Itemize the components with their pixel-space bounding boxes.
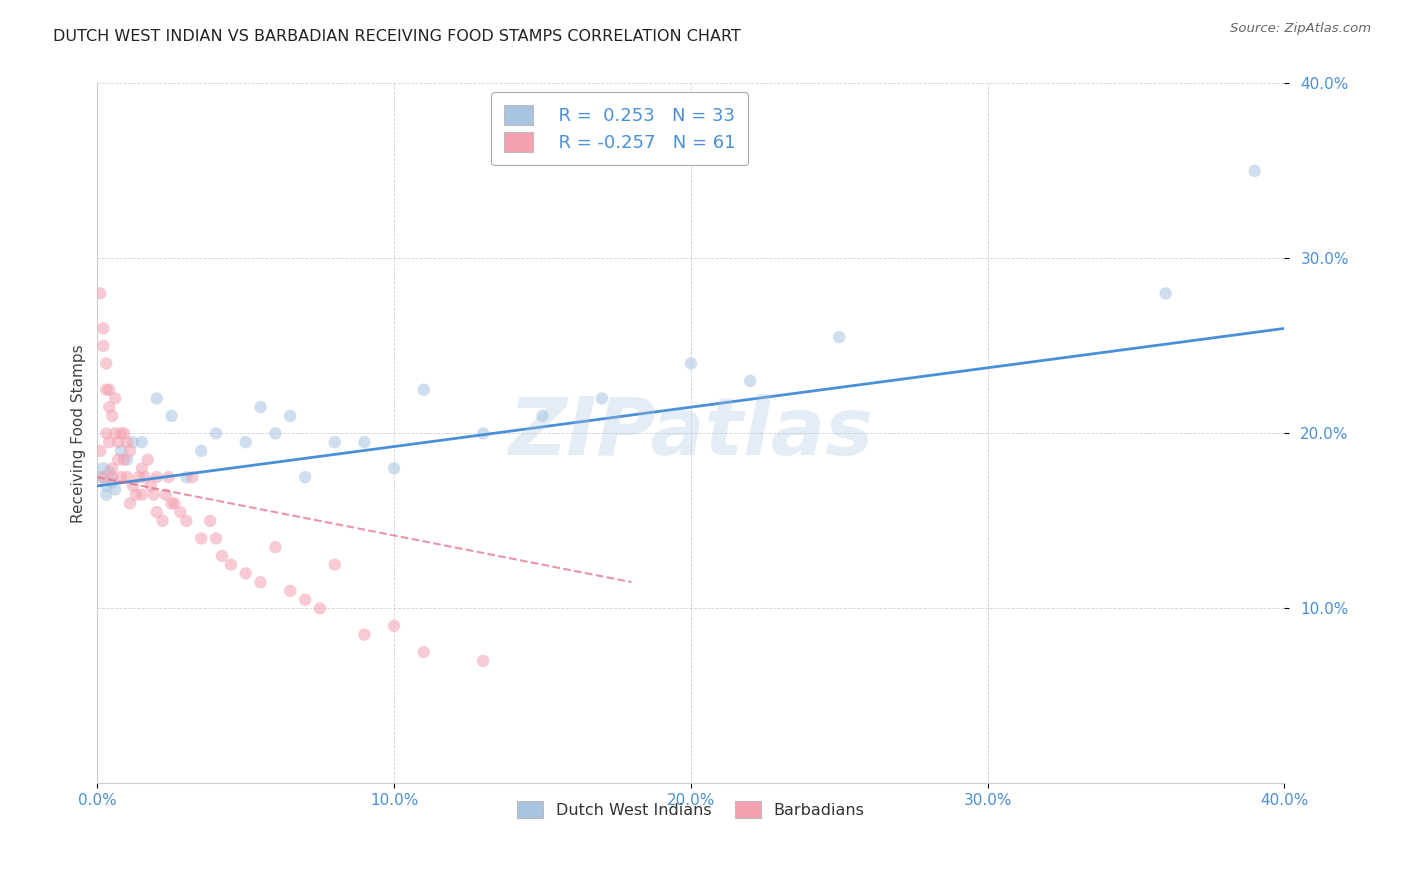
Point	[115, 435, 138, 450]
Point	[131, 461, 153, 475]
Point	[101, 409, 124, 423]
Point	[198, 514, 221, 528]
Point	[278, 409, 301, 423]
Point	[104, 426, 127, 441]
Point	[101, 470, 124, 484]
Point	[160, 409, 183, 423]
Point	[382, 461, 405, 475]
Point	[96, 479, 118, 493]
Legend: Dutch West Indians, Barbadians: Dutch West Indians, Barbadians	[510, 794, 870, 824]
Point	[531, 409, 554, 423]
Point	[145, 505, 167, 519]
Point	[118, 496, 141, 510]
Point	[91, 470, 114, 484]
Point	[353, 435, 375, 450]
Point	[98, 400, 121, 414]
Point	[205, 532, 228, 546]
Point	[91, 321, 114, 335]
Point	[96, 383, 118, 397]
Point	[264, 426, 287, 441]
Point	[181, 470, 204, 484]
Point	[176, 470, 198, 484]
Point	[98, 435, 121, 450]
Point	[472, 426, 495, 441]
Point	[160, 496, 183, 510]
Point	[110, 444, 132, 458]
Point	[112, 426, 135, 441]
Text: ZIPatlas: ZIPatlas	[509, 394, 873, 473]
Point	[278, 583, 301, 598]
Point	[249, 575, 271, 590]
Point	[382, 619, 405, 633]
Text: Source: ZipAtlas.com: Source: ZipAtlas.com	[1230, 22, 1371, 36]
Point	[101, 461, 124, 475]
Point	[740, 374, 762, 388]
Point	[115, 452, 138, 467]
Point	[101, 475, 124, 490]
Point	[169, 505, 191, 519]
Point	[1243, 164, 1265, 178]
Point	[145, 392, 167, 406]
Point	[122, 435, 145, 450]
Point	[294, 592, 316, 607]
Point	[155, 488, 177, 502]
Point	[89, 286, 111, 301]
Point	[412, 383, 434, 397]
Point	[142, 488, 165, 502]
Point	[136, 452, 159, 467]
Y-axis label: Receiving Food Stamps: Receiving Food Stamps	[72, 344, 86, 523]
Point	[131, 435, 153, 450]
Point	[107, 435, 129, 450]
Point	[353, 627, 375, 641]
Point	[125, 488, 148, 502]
Point	[591, 392, 613, 406]
Point	[235, 566, 257, 581]
Point	[190, 444, 212, 458]
Point	[118, 444, 141, 458]
Point	[157, 470, 180, 484]
Point	[104, 483, 127, 497]
Point	[323, 558, 346, 572]
Point	[412, 645, 434, 659]
Point	[294, 470, 316, 484]
Point	[219, 558, 242, 572]
Point	[163, 496, 186, 510]
Point	[679, 356, 702, 370]
Point	[472, 654, 495, 668]
Point	[145, 470, 167, 484]
Point	[264, 540, 287, 554]
Point	[828, 330, 851, 344]
Point	[152, 514, 174, 528]
Point	[110, 426, 132, 441]
Point	[249, 400, 271, 414]
Point	[176, 514, 198, 528]
Point	[96, 426, 118, 441]
Point	[104, 392, 127, 406]
Point	[96, 488, 118, 502]
Point	[96, 356, 118, 370]
Point	[128, 470, 150, 484]
Text: DUTCH WEST INDIAN VS BARBADIAN RECEIVING FOOD STAMPS CORRELATION CHART: DUTCH WEST INDIAN VS BARBADIAN RECEIVING…	[53, 29, 741, 44]
Point	[122, 479, 145, 493]
Point	[107, 452, 129, 467]
Point	[112, 452, 135, 467]
Point	[98, 383, 121, 397]
Point	[235, 435, 257, 450]
Point	[205, 426, 228, 441]
Point	[211, 549, 233, 563]
Point	[139, 479, 162, 493]
Point	[91, 339, 114, 353]
Point	[131, 488, 153, 502]
Point	[309, 601, 332, 615]
Point	[89, 444, 111, 458]
Point	[190, 532, 212, 546]
Point	[323, 435, 346, 450]
Point	[89, 470, 111, 484]
Point	[115, 470, 138, 484]
Point	[134, 470, 156, 484]
Point	[110, 470, 132, 484]
Point	[98, 465, 121, 479]
Point	[1154, 286, 1177, 301]
Point	[91, 461, 114, 475]
